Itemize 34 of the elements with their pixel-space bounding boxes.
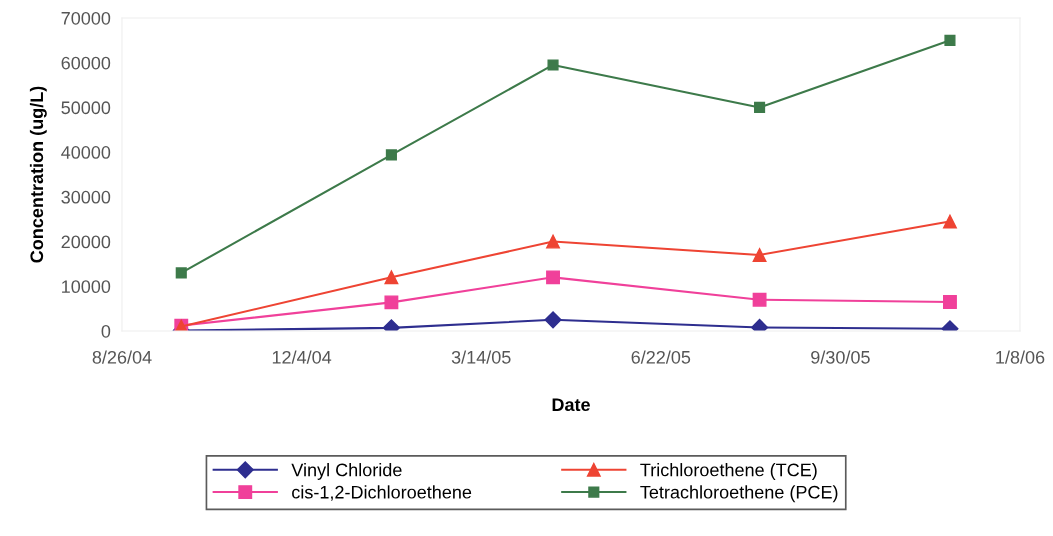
legend-label: Vinyl Chloride [291,463,402,480]
point [546,234,560,249]
legend-label: Trichloroethene (TCE) [640,463,817,480]
x-tick-label: 6/22/05 [631,350,691,364]
point [752,292,767,307]
point [547,59,559,71]
legend-label: cis-1,2-Dichloroethene [292,485,472,501]
point [384,270,399,285]
point [544,311,562,329]
point [943,294,957,309]
y-tick-label: 10000 [62,280,111,294]
x-tick-label: 12/4/04 [272,350,332,364]
point [175,267,187,279]
point [385,149,397,161]
y-tick-label: 70000 [61,11,111,25]
y-tick-label: 60000 [61,56,111,70]
x-tick-label: 8/26/04 [92,350,152,364]
x-tick-label: 1/8/06 [996,350,1045,364]
y-tick-label: 0 [101,324,111,338]
x-axis-title: Date [552,398,590,412]
y-tick-label: 30000 [61,190,111,204]
x-tick-label: 3/14/05 [451,350,511,364]
point [754,101,766,113]
x-tick-label: 9/30/05 [811,350,870,364]
point [943,214,957,229]
y-tick-label: 20000 [61,235,111,249]
legend-label: Tetrachloroethene (PCE) [640,485,838,503]
point [546,270,560,285]
point [752,248,767,262]
y-axis-title: Concentration (ug/L) [29,86,47,263]
y-tick-label: 40000 [61,146,111,159]
point [384,295,399,310]
y-tick-label: 50000 [61,101,111,115]
point [944,34,956,46]
